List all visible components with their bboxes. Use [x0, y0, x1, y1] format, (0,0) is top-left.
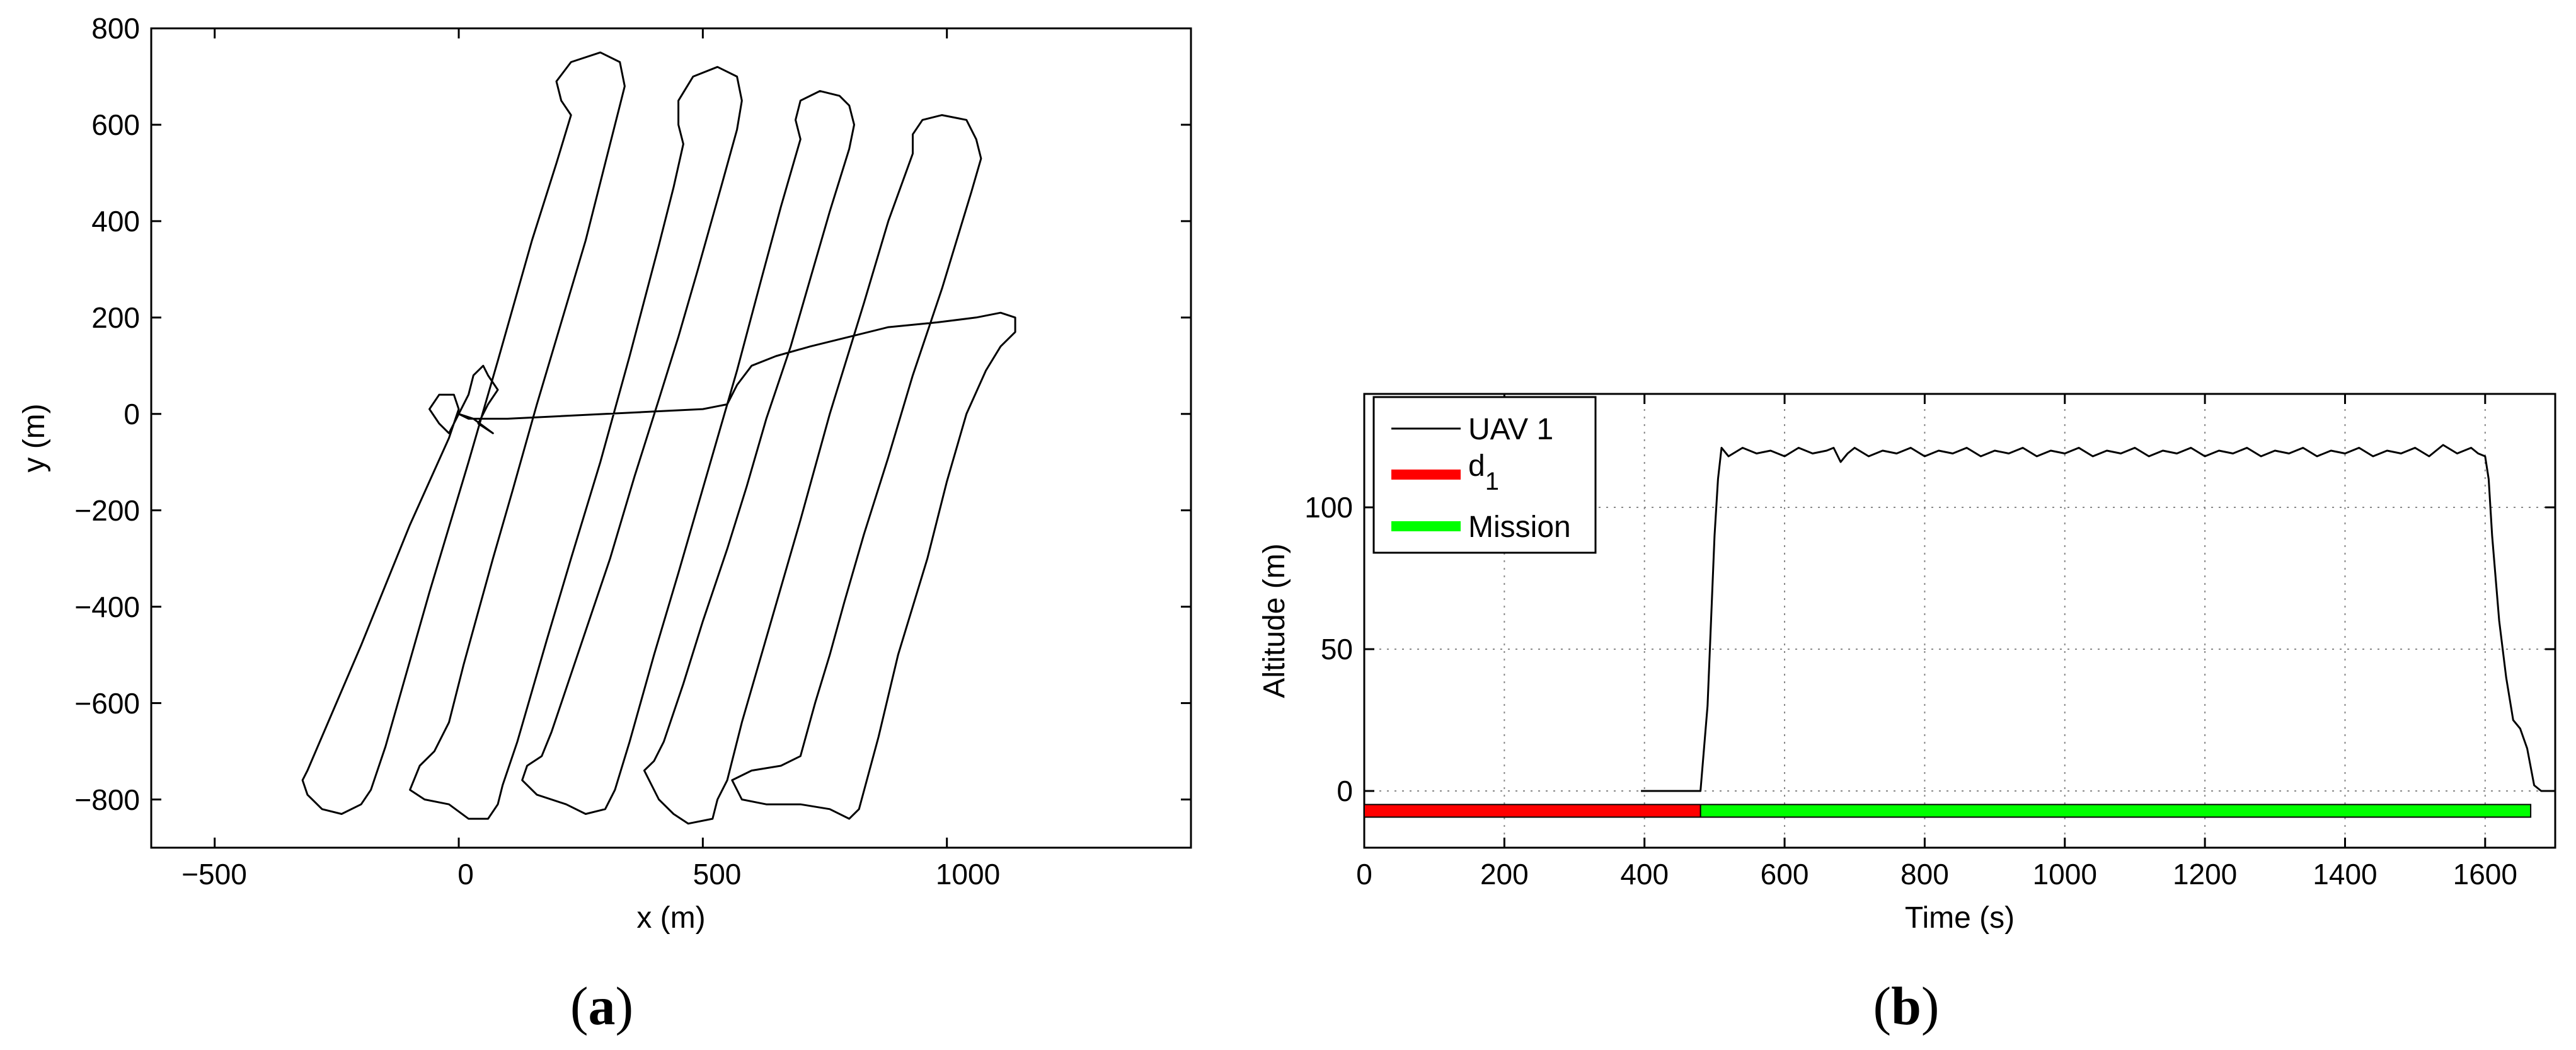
legend-label-d: d	[1468, 449, 1485, 483]
panel-a-y-tick-label: 0	[124, 398, 140, 430]
panel-a-y-tick-label: −200	[74, 494, 140, 527]
panel-b-x-tick-label: 400	[1620, 858, 1669, 891]
panel-a-y-tick-label: 800	[91, 12, 140, 45]
panel-b-legend: UAV 1 d1 Mission	[1372, 396, 1597, 554]
panel-a-y-tick-label: 400	[91, 205, 140, 238]
panel-b-y-tick-label: 50	[1321, 633, 1353, 666]
panel-b-y-tick-label: 0	[1337, 775, 1353, 807]
panel-a-y-tick-label: −400	[74, 591, 140, 623]
panel-a-x-tick-label: 500	[693, 858, 742, 891]
panel-b-x-tick-label: 600	[1761, 858, 1809, 891]
panel-b-y-tick-label: 100	[1304, 491, 1353, 524]
panel-b-x-tick-labels: 0 200 400 600 800 1000 1200 1400 1600	[1356, 858, 2517, 891]
panel-a-caption-letter: a	[589, 976, 616, 1036]
panel-a-x-tick-label: 1000	[936, 858, 1000, 891]
panel-a-y-tick-label: −800	[74, 783, 140, 816]
panel-b-x-tick-label: 1600	[2453, 858, 2517, 891]
panel-a-x-tick-labels: −500 0 500 1000	[181, 858, 1000, 891]
panel-b-uav1-altitude-line	[1641, 444, 2555, 792]
panel-b-x-tick-label: 1400	[2313, 858, 2377, 891]
panel-b-y-tick-labels: 0 50 100	[1304, 491, 1353, 807]
panel-a-ticks	[151, 27, 1191, 848]
legend-label-mission: Mission	[1468, 511, 1571, 544]
panel-a-axes-frame	[150, 27, 1192, 849]
panel-a-x-tick-label: 0	[457, 858, 474, 891]
panel-b-x-tick-label: 1200	[2173, 858, 2237, 891]
panel-b-x-tick-label: 0	[1356, 858, 1372, 891]
panel-a-y-tick-labels: 800 600 400 200 0 −200 −400 −600 −800	[74, 12, 140, 816]
panel-b-altitude-plot: 0 200 400 600 800 1000 1200 1400 1600 0 50 100 UAV…	[1258, 393, 2556, 1036]
panel-a-caption: (a)	[570, 976, 633, 1036]
panel-a-y-tick-label: 200	[91, 301, 140, 334]
panel-a-y-axis-label: y (m)	[18, 403, 51, 472]
panel-a-trajectory-line	[301, 51, 1016, 825]
panel-a-y-tick-label: −600	[74, 687, 140, 720]
panel-b-x-tick-label: 1000	[2033, 858, 2097, 891]
legend-label-uav1: UAV 1	[1468, 413, 1553, 446]
panel-a-y-tick-label: 600	[91, 108, 140, 141]
panel-a-x-tick-label: −500	[181, 858, 247, 891]
panel-a-x-axis-label: x (m)	[636, 901, 705, 935]
legend-label-subscript: 1	[1485, 468, 1499, 495]
legend-label-d1: d1	[1468, 449, 1499, 495]
panel-b-caption: (b)	[1873, 976, 1939, 1036]
panel-a-trajectory-plot: −500 0 500 1000 800 600 400 200 0 −200 −…	[18, 12, 1192, 1036]
phase-bar-mission	[1699, 804, 2532, 818]
panel-b-caption-letter: b	[1891, 976, 1921, 1036]
legend-swatch-d1	[1391, 470, 1461, 480]
panel-b-x-axis-label: Time (s)	[1905, 901, 2015, 935]
panel-b-x-tick-label: 800	[1900, 858, 1949, 891]
panel-b-x-tick-label: 200	[1480, 858, 1529, 891]
legend-swatch-mission	[1391, 521, 1461, 531]
phase-bar-d1	[1364, 804, 1701, 818]
panel-b-y-axis-label: Altitude (m)	[1258, 543, 1291, 698]
panel-b-phase-bars	[1364, 804, 2532, 818]
